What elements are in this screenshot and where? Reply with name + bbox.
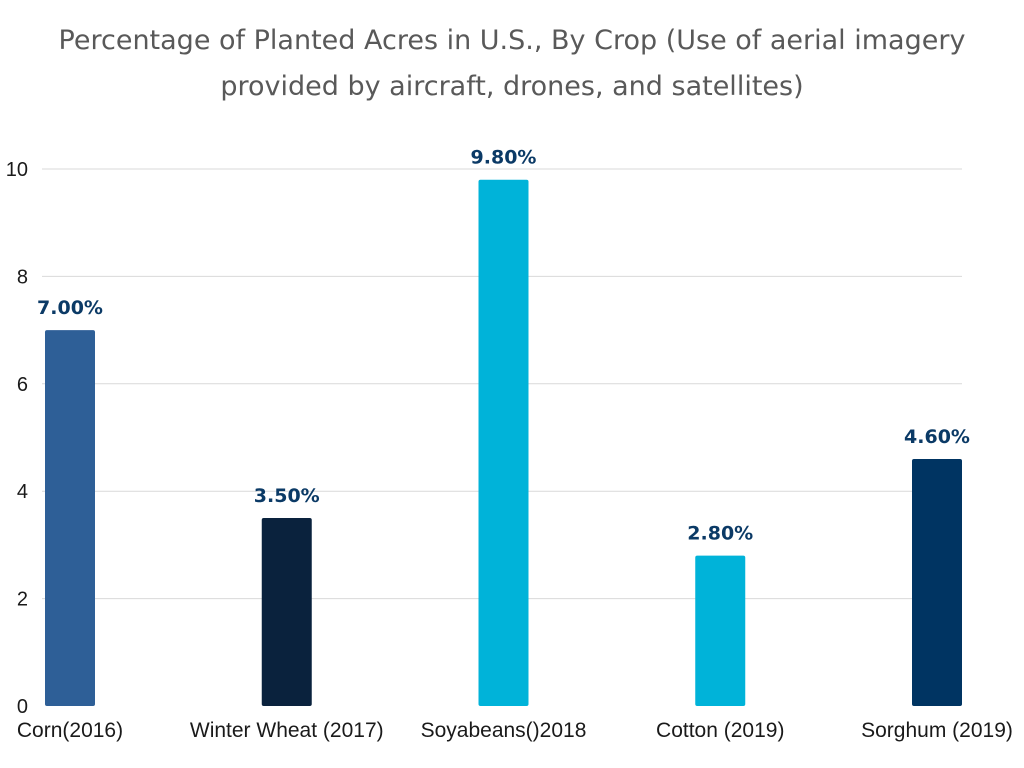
- x-category-label: Soyabeans()2018: [421, 719, 587, 742]
- y-tick-label: 2: [17, 589, 28, 611]
- y-tick-label: 10: [6, 159, 28, 181]
- data-label: 7.00%: [37, 297, 103, 319]
- y-tick-label: 0: [17, 696, 28, 718]
- y-tick-label: 8: [17, 266, 28, 288]
- bar: [695, 555, 746, 706]
- x-category-label: Sorghum (2019): [861, 719, 1013, 742]
- x-category-label: Cotton (2019): [656, 719, 784, 742]
- chart-title-line-2: provided by aircraft, drones, and satell…: [220, 71, 804, 102]
- bar: [478, 179, 529, 707]
- bar: [261, 518, 312, 706]
- data-label: 2.80%: [687, 523, 753, 545]
- data-label: 4.60%: [904, 426, 970, 448]
- y-tick-label: 6: [17, 374, 28, 396]
- x-category-label: Corn(2016): [17, 719, 123, 742]
- chart-title: Percentage of Planted Acres in U.S., By …: [0, 18, 1024, 110]
- chart-title-line-1: Percentage of Planted Acres in U.S., By …: [58, 25, 966, 56]
- y-tick-label: 4: [17, 481, 28, 503]
- x-category-label: Winter Wheat (2017): [190, 719, 384, 742]
- data-label: 9.80%: [471, 147, 537, 169]
- bar: [45, 330, 95, 706]
- data-label: 3.50%: [254, 485, 320, 507]
- bar: [912, 458, 962, 706]
